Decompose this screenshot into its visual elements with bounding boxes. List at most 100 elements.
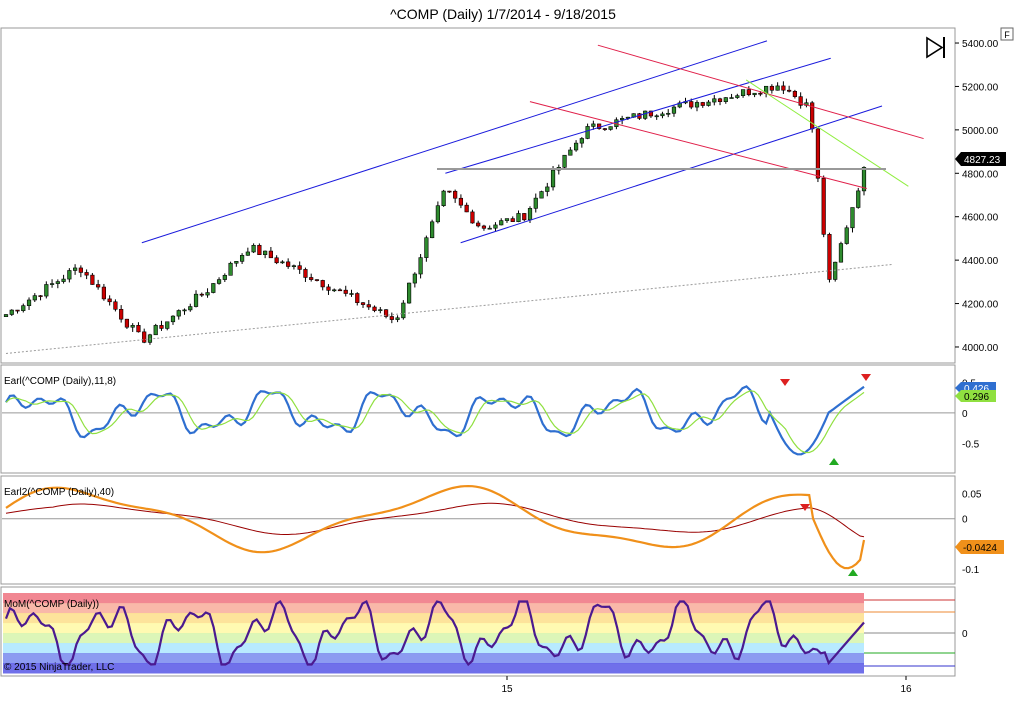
- candle[interactable]: [861, 167, 867, 192]
- candle[interactable]: [608, 126, 613, 130]
- candle[interactable]: [96, 284, 101, 288]
- candle[interactable]: [297, 265, 302, 270]
- candle[interactable]: [21, 305, 26, 311]
- candle[interactable]: [821, 177, 826, 235]
- candle[interactable]: [406, 282, 412, 304]
- candle[interactable]: [620, 118, 625, 121]
- candle[interactable]: [562, 154, 567, 168]
- candle[interactable]: [142, 331, 147, 343]
- candle[interactable]: [430, 221, 435, 239]
- candle[interactable]: [101, 286, 106, 300]
- candle[interactable]: [159, 325, 164, 329]
- candle[interactable]: [320, 280, 325, 288]
- channel-upper-line[interactable]: [141, 40, 768, 244]
- candle[interactable]: [73, 267, 78, 271]
- candle[interactable]: [476, 222, 481, 227]
- corner-box[interactable]: [1000, 27, 1014, 41]
- candle[interactable]: [274, 257, 279, 264]
- candle[interactable]: [124, 318, 130, 328]
- candle[interactable]: [395, 317, 400, 320]
- candle[interactable]: [119, 309, 124, 320]
- candle[interactable]: [723, 97, 728, 102]
- candle[interactable]: [597, 123, 602, 129]
- candle[interactable]: [176, 310, 181, 317]
- candle[interactable]: [234, 261, 239, 264]
- candle[interactable]: [355, 293, 360, 303]
- candle[interactable]: [90, 274, 95, 285]
- candle[interactable]: [740, 89, 746, 96]
- candle[interactable]: [44, 284, 49, 297]
- candle[interactable]: [464, 204, 469, 213]
- candle[interactable]: [856, 190, 861, 208]
- candle[interactable]: [32, 295, 37, 301]
- candle[interactable]: [418, 257, 423, 275]
- candle[interactable]: [182, 309, 187, 312]
- candle[interactable]: [153, 325, 158, 336]
- long-support-line[interactable]: [5, 263, 892, 354]
- candle[interactable]: [263, 250, 268, 255]
- candle[interactable]: [510, 218, 515, 222]
- buy-signal-arrow[interactable]: [848, 569, 858, 576]
- candle[interactable]: [579, 138, 584, 144]
- candle[interactable]: [78, 267, 83, 273]
- price-panel[interactable]: [0, 27, 956, 364]
- candle[interactable]: [245, 251, 250, 256]
- candle[interactable]: [527, 208, 533, 221]
- candle[interactable]: [746, 89, 751, 96]
- candle[interactable]: [458, 197, 464, 206]
- candle[interactable]: [591, 123, 596, 127]
- candle[interactable]: [752, 92, 757, 96]
- candle[interactable]: [441, 190, 446, 207]
- candle[interactable]: [165, 321, 170, 329]
- candle[interactable]: [314, 279, 320, 281]
- candle[interactable]: [9, 309, 14, 315]
- candle[interactable]: [815, 128, 821, 179]
- candle[interactable]: [38, 295, 43, 297]
- resistance-line[interactable]: [597, 44, 924, 140]
- candle[interactable]: [251, 244, 256, 253]
- skip-to-end-icon[interactable]: [926, 36, 945, 59]
- candle[interactable]: [775, 85, 780, 91]
- candle[interactable]: [239, 255, 245, 262]
- candle[interactable]: [349, 293, 354, 295]
- candle[interactable]: [769, 85, 774, 91]
- candle[interactable]: [205, 292, 210, 296]
- sell-signal-arrow[interactable]: [780, 379, 790, 386]
- candle[interactable]: [643, 110, 648, 119]
- candle[interactable]: [291, 265, 297, 267]
- sell-signal-arrow[interactable]: [800, 504, 810, 511]
- candle[interactable]: [401, 302, 406, 319]
- candle[interactable]: [332, 289, 337, 292]
- candle[interactable]: [550, 169, 556, 188]
- candle[interactable]: [545, 186, 550, 192]
- candle[interactable]: [499, 220, 504, 226]
- candle[interactable]: [222, 274, 227, 280]
- red-channel-lower-line[interactable]: [529, 101, 867, 189]
- candle[interactable]: [257, 244, 262, 255]
- candle[interactable]: [712, 98, 717, 103]
- candle[interactable]: [61, 278, 66, 282]
- candle[interactable]: [568, 149, 573, 156]
- candle[interactable]: [585, 126, 590, 139]
- candle[interactable]: [84, 272, 89, 276]
- candle[interactable]: [280, 261, 285, 264]
- candle[interactable]: [55, 281, 60, 284]
- candle[interactable]: [337, 289, 343, 292]
- earl-slow-line[interactable]: [5, 390, 865, 454]
- candle[interactable]: [3, 314, 9, 317]
- candle[interactable]: [648, 110, 654, 117]
- candle[interactable]: [326, 286, 331, 291]
- candle[interactable]: [303, 269, 308, 278]
- candle[interactable]: [798, 96, 803, 106]
- candle[interactable]: [666, 112, 671, 115]
- candle[interactable]: [424, 237, 429, 258]
- candle[interactable]: [193, 293, 199, 307]
- candle[interactable]: [188, 306, 193, 311]
- candle[interactable]: [504, 218, 510, 221]
- candle[interactable]: [211, 283, 216, 293]
- candle[interactable]: [602, 128, 607, 130]
- candle[interactable]: [838, 243, 844, 263]
- candle[interactable]: [533, 197, 538, 209]
- candle[interactable]: [689, 101, 694, 108]
- candle[interactable]: [389, 316, 394, 320]
